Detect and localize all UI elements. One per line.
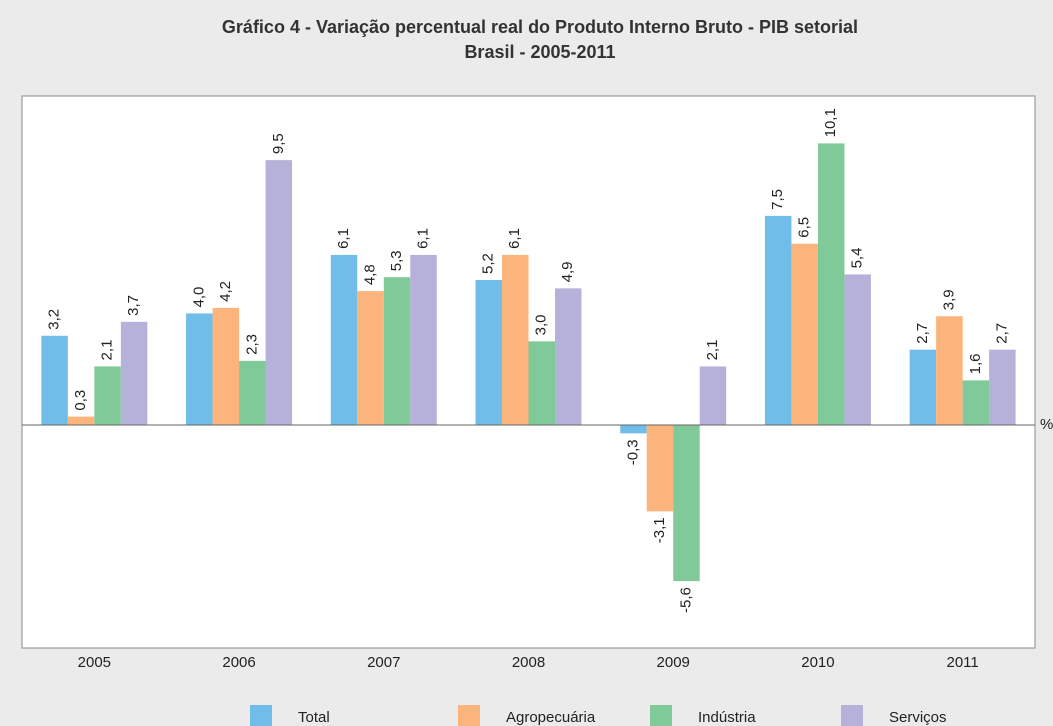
value-label: -0,3 — [624, 439, 641, 465]
x-tick-label: 2005 — [78, 654, 111, 671]
value-label: 5,4 — [849, 248, 866, 269]
bar — [989, 349, 1016, 425]
legend-swatch — [841, 705, 863, 726]
bar — [265, 160, 293, 425]
value-label: 5,3 — [388, 250, 405, 271]
bar — [120, 321, 148, 425]
value-label: 2,3 — [243, 334, 260, 355]
value-label: 5,2 — [480, 253, 497, 274]
x-tick-label: 2007 — [367, 654, 400, 671]
chart-title: Gráfico 4 - Variação percentual real do … — [222, 17, 858, 37]
value-label: 0,3 — [72, 390, 89, 411]
value-label: 1,6 — [967, 354, 984, 375]
bar — [791, 243, 818, 425]
bar — [909, 349, 937, 425]
value-label: 3,2 — [46, 309, 63, 330]
value-label: 3,9 — [940, 289, 957, 310]
bar — [410, 254, 437, 425]
bar — [936, 316, 963, 425]
value-label: 10,1 — [822, 108, 839, 137]
bar — [239, 360, 266, 425]
bar — [962, 380, 990, 425]
legend-swatch — [250, 705, 272, 726]
bar — [212, 307, 240, 425]
legend-swatch — [650, 705, 672, 726]
value-label: -3,1 — [651, 517, 668, 543]
value-label: 6,1 — [506, 228, 523, 249]
bar — [383, 277, 411, 425]
x-tick-label: 2006 — [222, 654, 255, 671]
bar — [67, 416, 95, 425]
bar — [357, 291, 384, 425]
legend-label: Agropecuária — [506, 709, 596, 726]
x-tick-label: 2009 — [657, 654, 690, 671]
value-label: 6,1 — [335, 228, 352, 249]
bar — [555, 288, 582, 425]
bar — [844, 274, 871, 425]
value-label: -5,6 — [677, 587, 694, 613]
value-label: 6,5 — [796, 217, 813, 238]
value-label: 2,1 — [99, 340, 116, 361]
bar — [502, 254, 529, 425]
bar — [41, 335, 68, 425]
y-axis-label: % — [1040, 416, 1053, 433]
value-label: 3,7 — [125, 295, 142, 316]
value-label: 6,1 — [415, 228, 432, 249]
bar — [817, 143, 845, 425]
bar — [475, 280, 502, 425]
bar — [646, 424, 674, 512]
value-label: 2,1 — [704, 340, 721, 361]
value-label: 2,7 — [914, 323, 931, 344]
bar — [764, 215, 792, 425]
value-label: 4,2 — [217, 281, 234, 302]
bar — [330, 254, 358, 425]
value-label: 9,5 — [270, 133, 287, 154]
chart-subtitle: Brasil - 2005-2011 — [464, 42, 615, 62]
value-label: 4,8 — [362, 264, 379, 285]
value-label: 2,7 — [993, 323, 1010, 344]
bar — [620, 424, 647, 434]
bar — [94, 366, 121, 425]
bar — [186, 313, 213, 425]
value-label: 4,0 — [190, 287, 207, 308]
value-label: 4,9 — [559, 262, 576, 283]
value-label: 7,5 — [769, 189, 786, 210]
value-label: 3,0 — [533, 314, 550, 335]
legend-swatch — [458, 705, 480, 726]
legend-label: Indústria — [698, 709, 756, 726]
bar — [528, 341, 555, 425]
x-tick-label: 2008 — [512, 654, 545, 671]
x-tick-label: 2011 — [947, 654, 979, 671]
bar — [673, 424, 700, 582]
legend-label: Serviços — [889, 709, 947, 726]
x-tick-label: 2010 — [801, 654, 834, 671]
legend-label: Total — [298, 709, 330, 726]
bar — [699, 366, 727, 425]
